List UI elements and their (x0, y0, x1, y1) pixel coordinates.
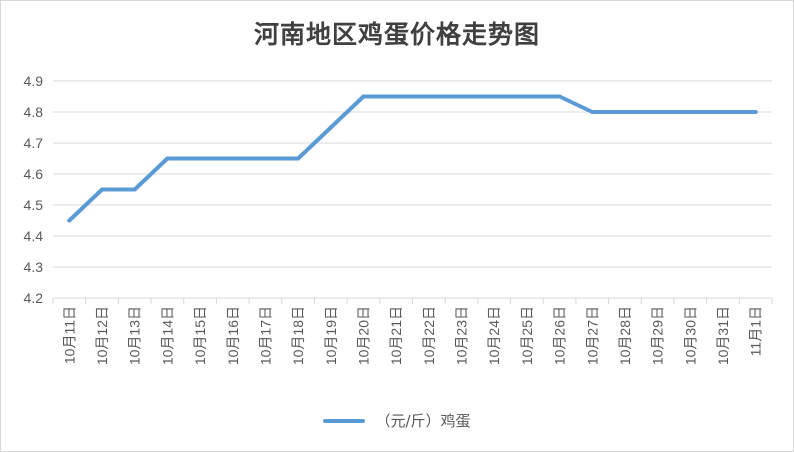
data-point (426, 94, 431, 99)
y-tick-label: 4.4 (24, 228, 44, 244)
data-point (296, 156, 301, 161)
y-tick-label: 4.5 (24, 197, 44, 213)
x-tick-label: 10月28日 (617, 306, 633, 365)
x-tick-label: 10月16日 (225, 306, 241, 365)
x-tick-label: 10月30日 (682, 306, 698, 365)
data-point (198, 156, 203, 161)
x-tick-label: 10月23日 (454, 306, 470, 365)
data-point (263, 156, 268, 161)
x-tick-label: 10月27日 (584, 306, 600, 365)
y-tick-label: 4.3 (24, 259, 44, 275)
x-tick-label: 10月12日 (94, 306, 110, 365)
x-tick-label: 10月17日 (257, 306, 273, 365)
data-point (688, 110, 693, 114)
x-tick-label: 10月20日 (355, 306, 371, 365)
y-tick-label: 4.7 (24, 135, 44, 151)
x-tick-label: 10月15日 (192, 306, 208, 365)
data-point (165, 156, 170, 161)
x-tick-label: 10月11日 (61, 306, 77, 364)
data-point (557, 94, 562, 99)
legend: （元/斤）鸡蛋 (1, 410, 793, 431)
y-tick-label: 4.9 (24, 73, 44, 89)
x-tick-label: 10月18日 (290, 306, 306, 365)
data-point (394, 94, 399, 99)
data-point (622, 110, 627, 114)
legend-label: （元/斤）鸡蛋 (375, 412, 471, 430)
y-tick-label: 4.8 (24, 104, 44, 120)
data-point (328, 125, 333, 130)
series-line (67, 94, 758, 223)
data-point (655, 110, 660, 114)
data-point (524, 94, 529, 99)
data-point (230, 156, 235, 161)
x-tick-label: 11月1日 (748, 306, 764, 356)
data-point (100, 187, 105, 192)
chart-title: 河南地区鸡蛋价格走势图 (253, 20, 540, 49)
x-tick-label: 10月21日 (388, 306, 404, 365)
y-tick-label: 4.2 (24, 290, 44, 306)
x-tick-label: 10月29日 (650, 306, 666, 365)
x-tick-label: 10月25日 (519, 306, 535, 365)
data-point (459, 94, 464, 99)
x-tick-label: 10月14日 (159, 306, 175, 365)
x-tick-label: 10月13日 (127, 306, 143, 365)
data-point (361, 94, 366, 99)
legend-swatch (323, 418, 366, 423)
data-point (67, 218, 72, 223)
data-point (132, 187, 137, 192)
x-tick-label: 10月31日 (715, 306, 731, 365)
x-tick-label: 10月26日 (552, 306, 568, 365)
data-point (590, 110, 595, 114)
data-point (753, 110, 758, 114)
x-tick-label: 10月24日 (486, 306, 502, 365)
y-tick-label: 4.6 (24, 166, 44, 182)
x-tick-label: 10月22日 (421, 306, 437, 365)
data-point (492, 94, 497, 99)
data-point (720, 110, 725, 114)
x-tick-label: 10月19日 (323, 306, 339, 365)
